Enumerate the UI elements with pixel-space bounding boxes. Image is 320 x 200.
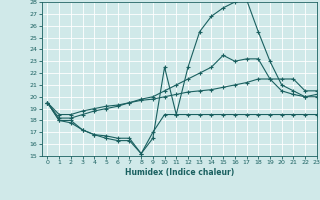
X-axis label: Humidex (Indice chaleur): Humidex (Indice chaleur) — [124, 168, 234, 177]
